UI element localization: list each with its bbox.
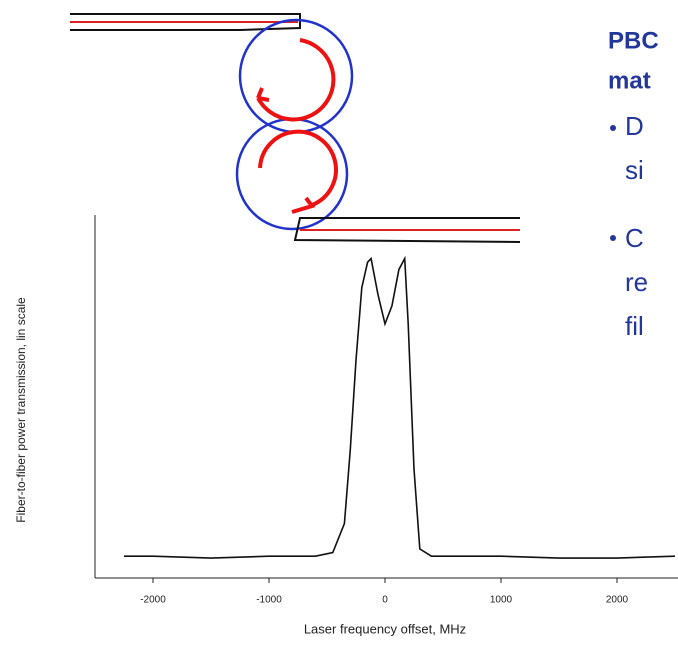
x-tick-label: -1000	[256, 595, 282, 606]
bullet-text: fil	[625, 311, 644, 341]
data-line	[124, 255, 676, 559]
x-tick-label: 2000	[606, 595, 629, 606]
bullet-text: C	[625, 223, 644, 253]
x-tick-label: 1000	[490, 595, 513, 606]
bullet-text: re	[625, 267, 648, 297]
bullet-dot	[610, 125, 616, 131]
x-tick-label: -2000	[140, 595, 166, 606]
bullet-text: D	[625, 111, 644, 141]
bullet-text: si	[625, 155, 644, 185]
bullet-dot	[610, 235, 616, 241]
heading: PBC	[608, 27, 659, 54]
ring-diagram	[70, 13, 521, 243]
x-tick-label: 0	[382, 595, 388, 606]
y-axis-label: Fiber-to-fiber power transmission, lin s…	[14, 297, 28, 523]
heading: mat	[608, 67, 651, 94]
x-axis-label: Laser frequency offset, MHz	[304, 621, 466, 636]
